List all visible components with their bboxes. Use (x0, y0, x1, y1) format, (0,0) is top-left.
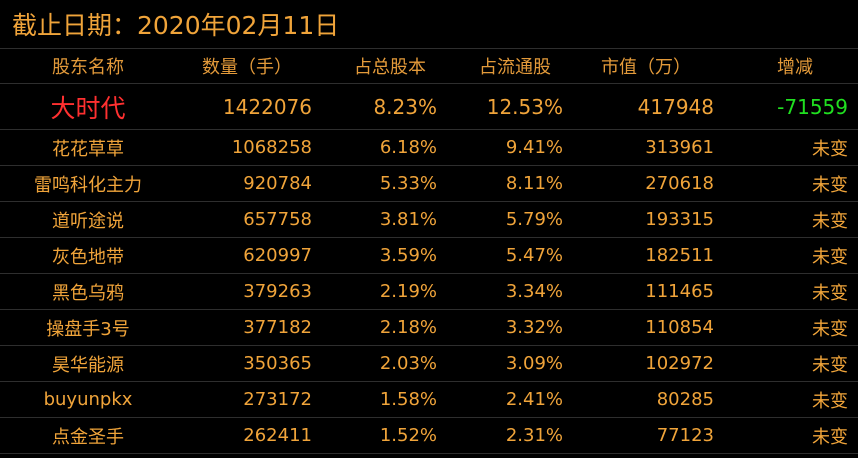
cell-value: 1.52% (379, 425, 437, 446)
cell-value: 未变 (812, 246, 848, 268)
cell-value: 102972 (645, 353, 714, 374)
cell-value: 350365 (243, 353, 312, 374)
table-row: 道听途说 657758 3.81% 5.79% 193315 未变 (0, 202, 858, 238)
table-row: 花花草草 1068258 6.18% 9.41% 313961 未变 (0, 130, 858, 166)
cell-value: 262411 (243, 425, 312, 446)
cell-value: 3.32% (505, 317, 563, 338)
column-header: 股东名称 (52, 57, 124, 78)
holder-name: 黑色乌鸦 (52, 282, 124, 304)
cell-value: 3.34% (505, 281, 563, 302)
holder-name: buyunpkx (43, 389, 133, 410)
cell-value: 193315 (645, 209, 714, 230)
cell-value: 3.09% (505, 353, 563, 374)
column-header: 数量（手） (202, 57, 292, 78)
cell-value: 未变 (812, 174, 848, 196)
cell-value: 313961 (645, 137, 714, 158)
cell-value: 110854 (645, 317, 714, 338)
cell-value: 80285 (656, 389, 714, 410)
table-row: 雷鸣科化主力 920784 5.33% 8.11% 270618 未变 (0, 166, 858, 202)
cell-value: 2.03% (379, 353, 437, 374)
column-header: 占总股本 (354, 57, 426, 78)
cell-value: 920784 (243, 173, 312, 194)
table-row: 昊华能源 350365 2.03% 3.09% 102972 未变 (0, 346, 858, 382)
cell-value: 3.59% (379, 245, 437, 266)
table-row: 大时代 1422076 8.23% 12.53% 417948 -71559 (0, 84, 858, 130)
holder-name: 灰色地带 (52, 246, 124, 268)
cell-value: 182511 (645, 245, 714, 266)
cell-value: 6.18% (379, 137, 437, 158)
cell-value: 2.19% (379, 281, 437, 302)
table-row: 点金圣手 262411 1.52% 2.31% 77123 未变 (0, 418, 858, 454)
cell-value: 2.41% (505, 389, 563, 410)
cell-value: 未变 (812, 138, 848, 160)
cell-value: 未变 (812, 318, 848, 340)
cell-value: 未变 (812, 210, 848, 232)
holder-name: 雷鸣科化主力 (34, 174, 142, 196)
cell-value: 9.41% (505, 137, 563, 158)
holder-name: 道听途说 (52, 210, 124, 232)
table-row: 操盘手3号 377182 2.18% 3.32% 110854 未变 (0, 310, 858, 346)
cell-value: 未变 (812, 390, 848, 412)
table-row: buyunpkx 273172 1.58% 2.41% 80285 未变 (0, 382, 858, 418)
cell-value: 2.31% (505, 425, 563, 446)
header-row: 股东名称 数量（手） 占总股本 占流通股 市值（万） 增减 (0, 48, 858, 84)
holder-name: 大时代 (50, 93, 126, 123)
cell-value: 111465 (645, 281, 714, 302)
cell-value: -71559 (777, 94, 848, 119)
cell-value: 377182 (243, 317, 312, 338)
holder-name: 点金圣手 (52, 426, 124, 448)
cell-value: 未变 (812, 354, 848, 376)
cell-value: 8.23% (373, 94, 437, 119)
cell-value: 657758 (243, 209, 312, 230)
cell-value: 3.81% (379, 209, 437, 230)
cell-value: 273172 (243, 389, 312, 410)
column-header: 增减 (777, 57, 813, 78)
cell-value: 12.53% (486, 94, 563, 119)
date-title: 截止日期：2020年02月11日 (12, 11, 340, 40)
cell-value: 5.47% (505, 245, 563, 266)
holder-name: 昊华能源 (52, 354, 124, 376)
cell-value: 1.58% (379, 389, 437, 410)
cell-value: 2.18% (379, 317, 437, 338)
cell-value: 620997 (243, 245, 312, 266)
cell-value: 8.11% (505, 173, 563, 194)
cell-value: 未变 (812, 426, 848, 448)
cell-value: 5.33% (379, 173, 437, 194)
cell-value: 1068258 (231, 137, 312, 158)
cell-value: 270618 (645, 173, 714, 194)
column-header: 市值（万） (601, 57, 691, 78)
holder-name: 花花草草 (52, 138, 124, 160)
cell-value: 77123 (656, 425, 714, 446)
holder-name: 操盘手3号 (46, 318, 130, 340)
cell-value: 417948 (637, 94, 714, 119)
cell-value: 379263 (243, 281, 312, 302)
column-header: 占流通股 (479, 57, 551, 78)
cell-value: 1422076 (222, 94, 312, 119)
table-row: 灰色地带 620997 3.59% 5.47% 182511 未变 (0, 238, 858, 274)
cell-value: 5.79% (505, 209, 563, 230)
cell-value: 未变 (812, 282, 848, 304)
table-row: 黑色乌鸦 379263 2.19% 3.34% 111465 未变 (0, 274, 858, 310)
